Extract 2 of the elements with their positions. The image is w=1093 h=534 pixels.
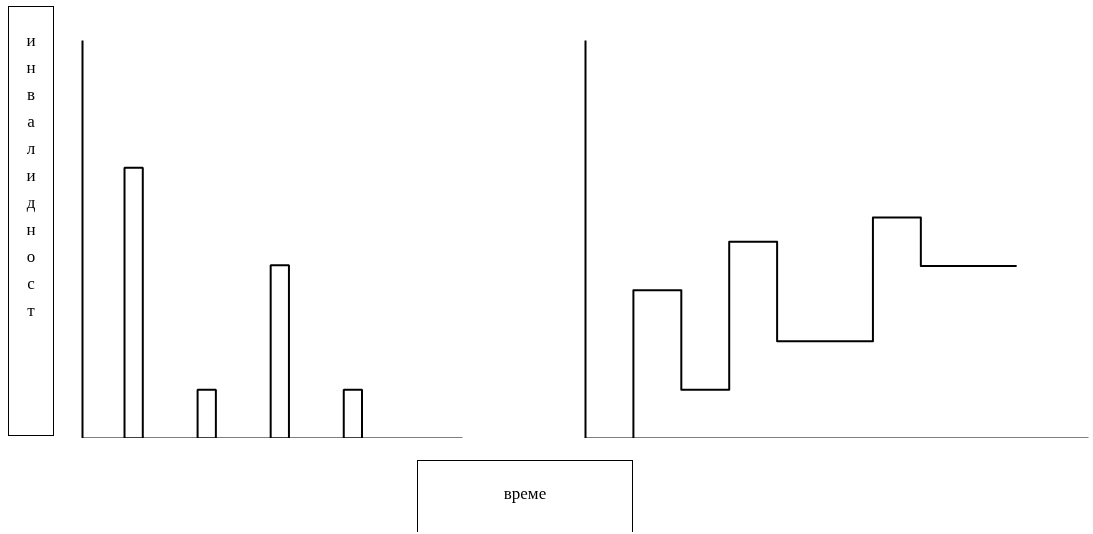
text: инвалидност [26, 31, 36, 320]
x-axis-title: време [503, 483, 547, 505]
